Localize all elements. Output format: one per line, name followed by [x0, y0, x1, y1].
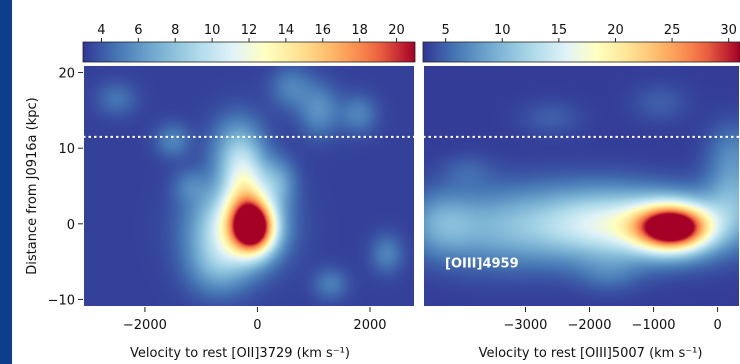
colorbar — [82, 41, 416, 63]
y-tick-label: −10 — [48, 293, 75, 308]
heatmap-image — [423, 65, 740, 307]
colorbar-tick-label: 25 — [664, 23, 681, 38]
x-tick-label: −3000 — [503, 318, 547, 333]
plot-frame — [82, 64, 416, 308]
x-tick-label: 0 — [253, 318, 261, 333]
y-axis-label: Distance from J0916a (kpc) — [25, 97, 40, 274]
plot-frame — [422, 64, 740, 308]
y-tick-label: 20 — [58, 67, 75, 82]
colorbar-tick-label: 20 — [388, 23, 405, 38]
x-tick-label: −2000 — [123, 318, 167, 333]
colorbar-tick-label: 16 — [315, 23, 332, 38]
x-axis-label: Velocity to rest [OII]3729 (km s⁻¹) — [130, 346, 350, 361]
y-tick-label: 10 — [58, 142, 75, 157]
colorbar-tick-label: 5 — [442, 23, 450, 38]
colorbar-tick-label: 6 — [134, 23, 142, 38]
colorbar — [422, 41, 740, 63]
colorbar-tick-label: 14 — [278, 23, 295, 38]
colorbar-tick-label: 15 — [551, 23, 568, 38]
chart-panel-1: −2000 0 2000 −10 0 10 20 Distance from J0916a (… — [25, 23, 416, 361]
colorbar-tick-label: 4 — [97, 23, 105, 38]
heatmap-image — [83, 65, 415, 307]
x-tick-label: −1000 — [632, 318, 676, 333]
colorbar-tick-label: 30 — [720, 23, 737, 38]
panels: −2000 0 2000 −10 0 10 20 Distance from J0916a (… — [25, 23, 740, 361]
panel-label: [OIII]4959 — [445, 257, 519, 272]
x-tick-label: 2000 — [353, 318, 386, 333]
chart-panel-2: −3000 −2000 −1000 0 Velocity to rest [OIII]5… — [422, 23, 740, 361]
x-tick-label: −2000 — [568, 318, 612, 333]
colorbar-tick-label: 10 — [494, 23, 511, 38]
colorbar-tick-label: 18 — [351, 23, 368, 38]
colorbar-tick-label: 8 — [171, 23, 179, 38]
colorbar-tick-label: 20 — [607, 23, 624, 38]
colorbar-tick-label: 10 — [204, 23, 221, 38]
y-tick-label: 0 — [67, 218, 75, 233]
x-tick-label: 0 — [713, 318, 721, 333]
colorbar-tick-label: 12 — [241, 23, 258, 38]
x-axis-label: Velocity to rest [OIII]5007 (km s⁻¹) — [479, 346, 703, 361]
